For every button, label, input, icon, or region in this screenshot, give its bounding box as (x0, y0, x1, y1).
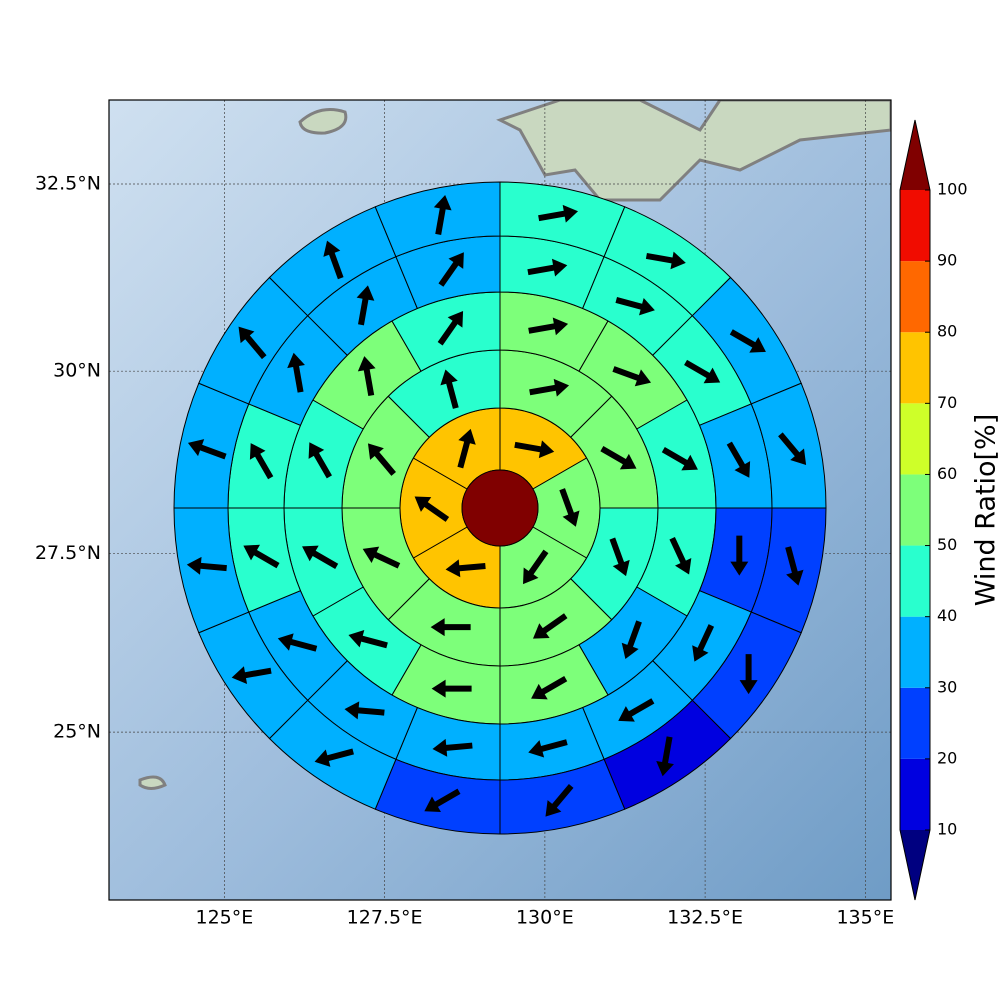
x-tick-label: 132.5°E (667, 907, 743, 929)
x-tick-label: 130°E (516, 907, 574, 929)
colorbar-tick-label: 60 (937, 464, 957, 483)
colorbar-under (900, 830, 930, 900)
colorbar-bin (900, 474, 930, 545)
y-tick-label: 25°N (53, 721, 101, 743)
center-cell (462, 470, 538, 546)
colorbar-tick-label: 70 (937, 393, 957, 412)
x-tick-label: 125°E (195, 907, 253, 929)
colorbar-tick-label: 20 (937, 748, 957, 767)
colorbar-bin (900, 190, 930, 261)
colorbar-bin (900, 759, 930, 830)
y-tick-label: 30°N (53, 360, 101, 382)
island (140, 777, 165, 789)
colorbar-bin (900, 261, 930, 332)
colorbar-tick-label: 80 (937, 322, 957, 341)
colorbar-tick-label: 10 (937, 820, 957, 839)
colorbar-bin (900, 546, 930, 617)
colorbar-bin (900, 332, 930, 403)
colorbar-tick-label: 90 (937, 251, 957, 270)
colorbar-tick-label: 100 (937, 180, 968, 199)
colorbar-bin (900, 688, 930, 759)
colorbar-over (900, 120, 930, 190)
colorbar-bin (900, 403, 930, 474)
colorbar-tick-label: 40 (937, 606, 957, 625)
x-tick-label: 127.5°E (347, 907, 423, 929)
x-tick-label: 135°E (836, 907, 894, 929)
sectors (174, 182, 826, 834)
y-tick-label: 27.5°N (35, 542, 101, 564)
colorbar-bin (900, 617, 930, 688)
colorbar-tick-label: 30 (937, 677, 957, 696)
y-tick-label: 32.5°N (35, 172, 101, 194)
colorbar-label: Wind Ratio[%] (971, 414, 1000, 606)
colorbar: 10 20 30 40 50 60 70 80 90 100 (900, 120, 968, 900)
colorbar-tick-label: 50 (937, 535, 957, 554)
